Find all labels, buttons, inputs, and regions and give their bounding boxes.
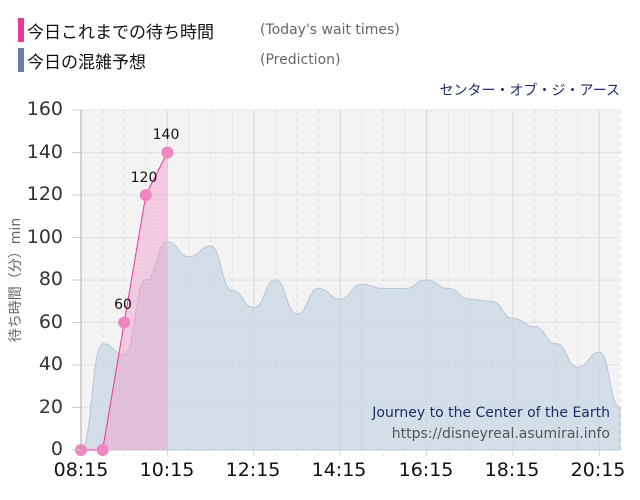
data-label: 140 [152, 127, 180, 143]
today-area [81, 152, 168, 450]
legend-item-prediction: 今日の混雑予想 (Prediction) [18, 48, 341, 73]
today-points [75, 146, 174, 456]
data-label: 60 [114, 297, 132, 313]
y-tick: 0 [50, 438, 63, 460]
y-axis-label-text: 待ち時間（分）min [8, 217, 24, 343]
data-point [118, 316, 131, 329]
y-tick: 40 [38, 353, 63, 375]
x-tick: 20:15 [570, 459, 626, 481]
y-tick: 20 [38, 396, 63, 418]
attraction-name-en: Journey to the Center of the Earth [372, 405, 610, 421]
legend-swatch-prediction [18, 48, 24, 72]
x-tick: 10:15 [139, 459, 195, 481]
legend-item-today: 今日これまでの待ち時間 (Today's wait times) [18, 18, 400, 43]
data-point [96, 444, 109, 456]
data-point [161, 146, 174, 159]
legend-label-en: (Today's wait times) [260, 22, 400, 38]
x-tick: 12:15 [225, 459, 281, 481]
legend-label-jp: 今日の混雑予想 [27, 52, 146, 73]
y-tick: 80 [38, 268, 63, 290]
data-label: 120 [130, 170, 158, 186]
x-tick: 16:15 [398, 459, 454, 481]
y-tick: 160 [26, 98, 63, 120]
y-tick: 100 [26, 226, 63, 248]
source-url: https://disneyreal.asumirai.info [391, 426, 610, 442]
data-point [139, 189, 152, 201]
y-tick: 140 [26, 141, 63, 163]
legend-label-jp: 今日これまでの待ち時間 [27, 22, 214, 43]
x-tick: 08:15 [53, 459, 109, 481]
legend-label-en: (Prediction) [260, 52, 341, 68]
y-tick: 120 [26, 183, 63, 205]
legend-swatch-today [18, 18, 24, 42]
y-tick: 60 [38, 311, 63, 333]
x-tick: 18:15 [484, 459, 540, 481]
x-tick: 14:15 [311, 459, 367, 481]
y-axis-label: 待ち時間（分）min [2, 190, 28, 370]
chart-title: センター・オブ・ジ・アース [439, 83, 620, 99]
